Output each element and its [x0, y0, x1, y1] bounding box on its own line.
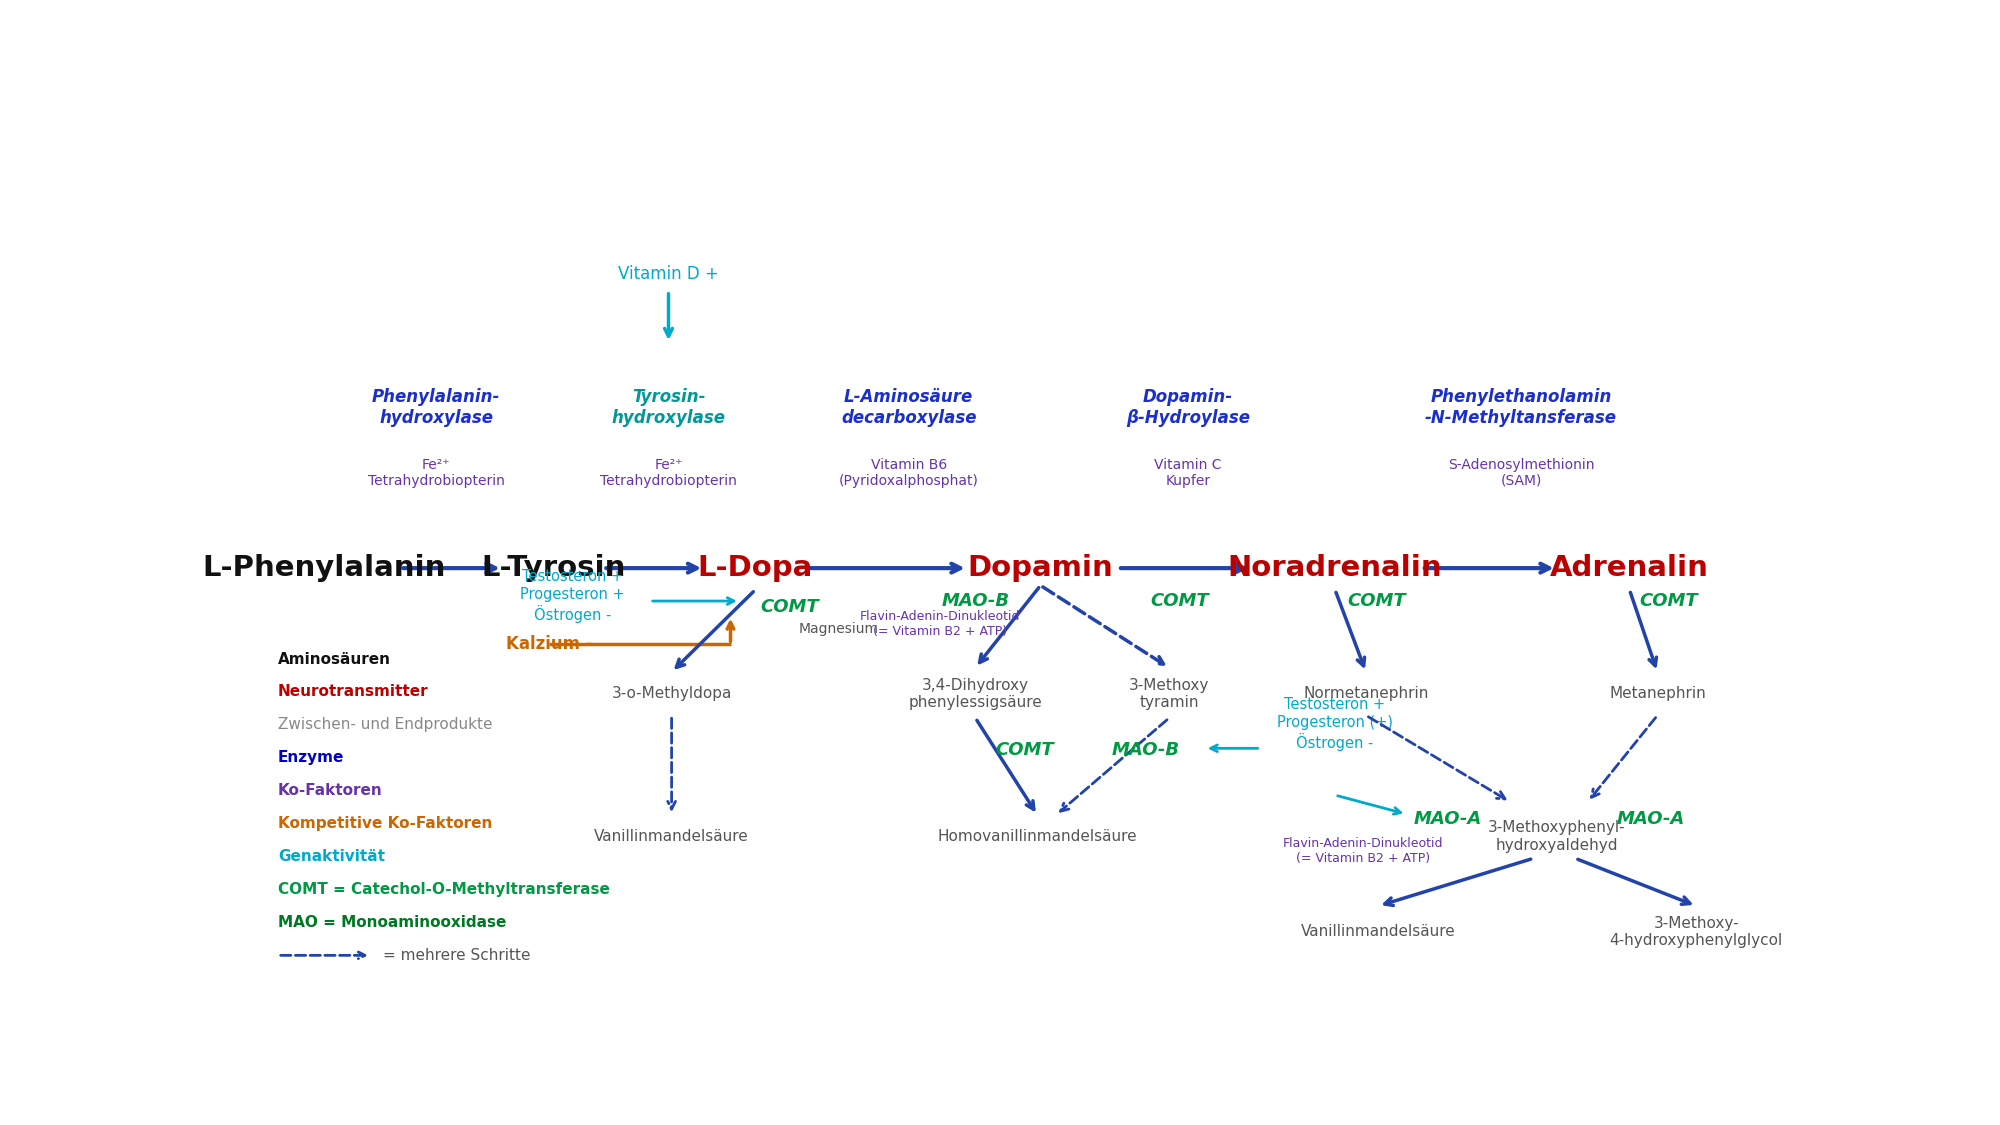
Text: L-Tyrosin: L-Tyrosin [482, 555, 626, 582]
Text: Adrenalin: Adrenalin [1550, 555, 1708, 582]
Text: Ko-Faktoren: Ko-Faktoren [278, 783, 382, 799]
Text: MAO-A: MAO-A [1618, 810, 1686, 828]
Text: Vanillinmandelsäure: Vanillinmandelsäure [1302, 925, 1456, 939]
Text: 3-Methoxyphenyl-
hydroxyaldehyd: 3-Methoxyphenyl- hydroxyaldehyd [1488, 820, 1626, 853]
Text: MAO-A: MAO-A [1414, 810, 1482, 828]
Text: Phenylalanin-
hydroxylase: Phenylalanin- hydroxylase [372, 388, 500, 428]
Text: COMT: COMT [1150, 592, 1210, 610]
Text: COMT: COMT [1348, 592, 1406, 610]
Text: Vanillinmandelsäure: Vanillinmandelsäure [594, 829, 748, 844]
Text: L-Phenylalanin: L-Phenylalanin [202, 555, 446, 582]
Text: Fe²⁺
Tetrahydrobiopterin: Fe²⁺ Tetrahydrobiopterin [600, 458, 736, 488]
Text: Noradrenalin: Noradrenalin [1228, 555, 1442, 582]
Text: Dopamin: Dopamin [968, 555, 1114, 582]
Text: Genaktivität: Genaktivität [278, 849, 384, 864]
Text: MAO-B: MAO-B [942, 592, 1010, 610]
Text: Kompetitive Ko-Faktoren: Kompetitive Ko-Faktoren [278, 816, 492, 831]
Text: Vitamin B6
(Pyridoxalphosphat): Vitamin B6 (Pyridoxalphosphat) [838, 458, 978, 488]
Text: Kalzium -: Kalzium - [506, 636, 592, 654]
Text: Testosteron +
Progesteron (+)
Östrogen -: Testosteron + Progesteron (+) Östrogen - [1278, 698, 1392, 750]
Text: Aminosäuren: Aminosäuren [278, 651, 390, 667]
Text: Vitamin C
Kupfer: Vitamin C Kupfer [1154, 458, 1222, 488]
Text: Magnesium: Magnesium [800, 622, 880, 636]
Text: Enzyme: Enzyme [278, 750, 344, 765]
Text: 3-o-Methyldopa: 3-o-Methyldopa [612, 686, 732, 701]
Text: Phenylethanolamin
-N-Methyltansferase: Phenylethanolamin -N-Methyltansferase [1424, 388, 1616, 428]
Text: 3,4-Dihydroxy
phenylessigsäure: 3,4-Dihydroxy phenylessigsäure [908, 677, 1042, 710]
Text: MAO-B: MAO-B [1112, 741, 1180, 759]
Text: COMT = Catechol-O-Methyltransferase: COMT = Catechol-O-Methyltransferase [278, 882, 610, 897]
Text: COMT: COMT [996, 741, 1054, 759]
Text: MAO = Monoaminooxidase: MAO = Monoaminooxidase [278, 915, 506, 930]
Text: Vitamin D +: Vitamin D + [618, 264, 718, 282]
Text: L-Dopa: L-Dopa [698, 555, 812, 582]
Text: Testosteron +
Progesteron +
Östrogen -: Testosteron + Progesteron + Östrogen - [520, 569, 624, 622]
Text: Metanephrin: Metanephrin [1610, 686, 1706, 701]
Text: Fe²⁺
Tetrahydrobiopterin: Fe²⁺ Tetrahydrobiopterin [368, 458, 504, 488]
Text: Flavin-Adenin-Dinukleotid
(= Vitamin B2 + ATP): Flavin-Adenin-Dinukleotid (= Vitamin B2 … [1282, 837, 1444, 864]
Text: Homovanillinmandelsäure: Homovanillinmandelsäure [938, 829, 1138, 844]
Text: Tyrosin-
hydroxylase: Tyrosin- hydroxylase [612, 388, 726, 428]
Text: Flavin-Adenin-Dinukleotid
(= Vitamin B2 + ATP): Flavin-Adenin-Dinukleotid (= Vitamin B2 … [860, 611, 1020, 638]
Text: Normetanephrin: Normetanephrin [1304, 686, 1428, 701]
Text: 3-Methoxy-
4-hydroxyphenylglycol: 3-Methoxy- 4-hydroxyphenylglycol [1610, 916, 1782, 948]
Text: Dopamin-
β-Hydroylase: Dopamin- β-Hydroylase [1126, 388, 1250, 428]
Text: Zwischen- und Endprodukte: Zwischen- und Endprodukte [278, 718, 492, 732]
Text: = mehrere Schritte: = mehrere Schritte [384, 948, 530, 963]
Text: COMT: COMT [1638, 592, 1698, 610]
Text: S-Adenosylmethionin
(SAM): S-Adenosylmethionin (SAM) [1448, 458, 1594, 488]
Text: L-Aminosäure
decarboxylase: L-Aminosäure decarboxylase [840, 388, 976, 428]
Text: COMT: COMT [760, 598, 818, 616]
Text: Neurotransmitter: Neurotransmitter [278, 684, 428, 700]
Text: 3-Methoxy
tyramin: 3-Methoxy tyramin [1128, 677, 1210, 710]
